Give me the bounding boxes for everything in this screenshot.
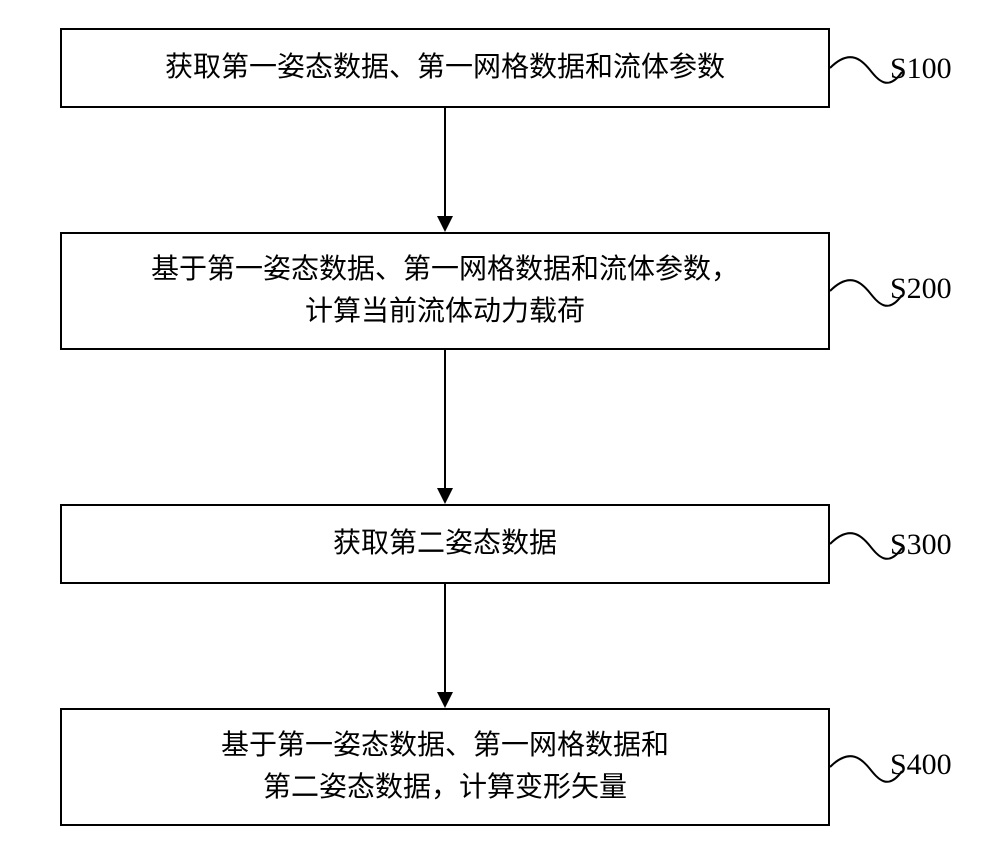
connector-s400 [0,0,1000,848]
flowchart-canvas: 获取第一姿态数据、第一网格数据和流体参数 S100 基于第一姿态数据、第一网格数… [0,0,1000,848]
step-label-s400: S400 [890,748,952,782]
